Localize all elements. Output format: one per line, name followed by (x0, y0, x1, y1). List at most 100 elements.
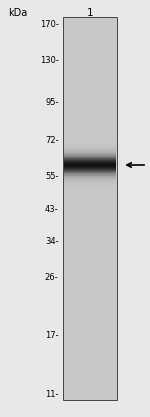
Bar (64, 156, 116, 157)
Bar (64, 152, 116, 153)
Bar (64, 164, 116, 165)
Bar (64, 187, 116, 188)
Bar (64, 164, 116, 165)
Text: 72-: 72- (45, 136, 59, 145)
Bar (64, 169, 116, 170)
Bar (64, 133, 116, 135)
Bar (63, 17, 117, 400)
Bar (64, 147, 116, 148)
Bar (64, 161, 116, 162)
Bar (64, 158, 116, 159)
Bar (64, 138, 116, 139)
Bar (64, 182, 116, 183)
Text: 43-: 43- (45, 206, 59, 214)
Bar (64, 142, 116, 143)
Bar (64, 160, 116, 161)
Bar (64, 170, 116, 171)
Bar (64, 153, 116, 154)
Bar (64, 182, 116, 183)
Bar (64, 154, 116, 156)
Text: 11-: 11- (45, 389, 58, 399)
Text: kDa: kDa (8, 8, 28, 18)
Bar (64, 153, 116, 154)
Bar (64, 168, 116, 169)
Bar (64, 150, 116, 151)
Bar (64, 193, 116, 194)
Bar (64, 141, 116, 142)
Bar (64, 165, 116, 166)
Bar (64, 174, 116, 176)
Bar (64, 193, 116, 194)
Bar (64, 135, 116, 136)
Bar (64, 142, 116, 143)
Text: 17-: 17- (45, 331, 59, 340)
Bar (64, 143, 116, 144)
Bar (64, 188, 116, 189)
Bar (64, 183, 116, 184)
Bar (64, 171, 116, 172)
Bar (64, 180, 116, 181)
Bar (64, 151, 116, 152)
Bar (64, 144, 116, 145)
Bar (64, 159, 116, 160)
Bar (64, 166, 116, 167)
Bar (64, 167, 116, 168)
Bar (64, 147, 116, 148)
Bar (64, 158, 116, 159)
Bar (64, 172, 116, 173)
Bar (64, 133, 116, 135)
Bar (64, 154, 116, 156)
Bar (64, 185, 116, 186)
Bar (64, 148, 116, 149)
Bar (64, 166, 116, 167)
Bar (64, 141, 116, 142)
Bar (64, 172, 116, 173)
Bar (64, 146, 116, 147)
Text: 1: 1 (87, 8, 93, 18)
Bar (64, 176, 116, 178)
Text: 130-: 130- (40, 56, 58, 65)
Bar (64, 140, 116, 141)
Bar (64, 135, 116, 136)
Bar (64, 162, 116, 163)
Bar (64, 190, 116, 191)
Bar (64, 189, 116, 190)
Bar (64, 194, 116, 196)
Bar (64, 192, 116, 193)
Bar (64, 170, 116, 171)
Text: 26-: 26- (45, 274, 59, 282)
Bar (64, 188, 116, 189)
Bar (64, 145, 116, 146)
Bar (64, 194, 116, 196)
Bar (64, 137, 116, 138)
Text: 170-: 170- (40, 20, 58, 29)
Bar (64, 150, 116, 151)
Bar (64, 189, 116, 190)
Bar (64, 160, 116, 161)
Bar (64, 180, 116, 181)
Bar (64, 191, 116, 192)
Bar (64, 192, 116, 193)
Bar (64, 174, 116, 176)
Bar (64, 181, 116, 182)
Bar (64, 143, 116, 144)
Bar (64, 149, 116, 150)
Bar (64, 139, 116, 140)
Bar (64, 183, 116, 184)
Bar (64, 145, 116, 146)
Bar (64, 163, 116, 164)
Bar (64, 186, 116, 187)
Bar (64, 162, 116, 163)
Bar (64, 136, 116, 137)
Bar (64, 184, 116, 185)
Bar (64, 173, 116, 174)
Bar (64, 139, 116, 140)
Bar (64, 178, 116, 180)
Bar (64, 171, 116, 172)
Bar (64, 186, 116, 187)
Bar (64, 136, 116, 137)
Bar (64, 187, 116, 188)
Bar (64, 146, 116, 147)
Text: 55-: 55- (45, 172, 58, 181)
Bar (64, 151, 116, 152)
